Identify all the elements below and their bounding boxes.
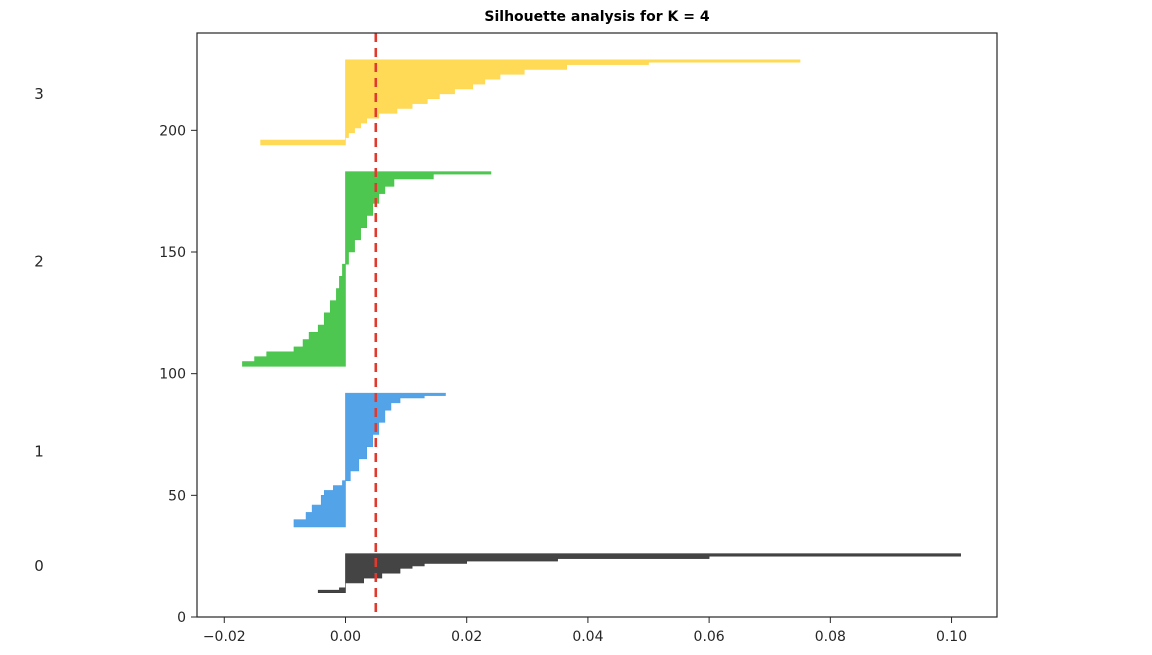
cluster-label-1: 1 xyxy=(34,443,44,461)
cluster-0-silhouette xyxy=(317,553,961,593)
x-tick-label: 0.02 xyxy=(451,629,482,645)
cluster-label-0: 0 xyxy=(34,557,44,575)
cluster-1-silhouette xyxy=(293,392,446,528)
y-tick-label: 0 xyxy=(177,610,186,626)
plot-frame xyxy=(196,32,998,618)
cluster-2-silhouette xyxy=(242,171,492,367)
y-tick-label: 100 xyxy=(159,367,186,383)
x-tick-label: 0.04 xyxy=(572,629,603,645)
x-tick-label: 0.10 xyxy=(936,629,967,645)
x-tick-label: 0.08 xyxy=(815,629,846,645)
clusters-layer xyxy=(242,59,961,593)
x-tick-label: −0.02 xyxy=(203,629,246,645)
cluster-label-2: 2 xyxy=(34,253,44,271)
x-axis: −0.02 0.00 0.02 0.04 0.06 0.08 0.10 xyxy=(203,617,967,645)
y-tick-label: 150 xyxy=(159,245,186,261)
cluster-labels: 0 1 2 3 xyxy=(34,85,44,575)
chart-title: Silhouette analysis for K = 4 xyxy=(484,9,709,25)
cluster-label-3: 3 xyxy=(34,85,44,103)
cluster-3-silhouette xyxy=(260,59,801,146)
x-tick-label: 0.06 xyxy=(694,629,725,645)
y-tick-label: 50 xyxy=(168,488,186,504)
y-tick-label: 200 xyxy=(159,123,186,139)
y-axis: 0 50 100 150 200 xyxy=(159,123,197,626)
x-tick-label: 0.00 xyxy=(330,629,361,645)
